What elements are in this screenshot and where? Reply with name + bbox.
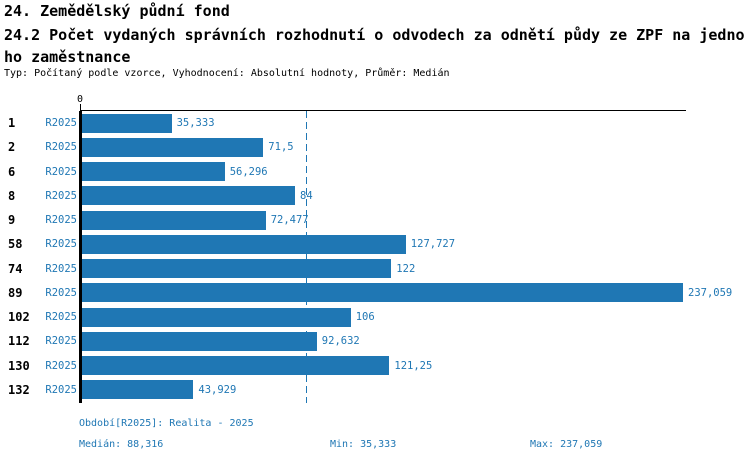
row-category-label: 102 (8, 310, 30, 325)
row-series-label: R2025 (45, 165, 77, 178)
bar-chart-rows: 1 R2025 35,333 2 R2025 71,5 6 R2025 56,296 8 R2025… (0, 111, 750, 403)
bar (82, 162, 225, 182)
stat-min: Min: 35,333 (330, 439, 397, 450)
x-axis-tick (80, 104, 81, 111)
bar-value-label: 71,5 (268, 141, 294, 154)
x-axis-zero-label: 0 (76, 94, 84, 105)
bar-value-label: 237,059 (688, 286, 733, 299)
bar-value-label: 122 (396, 262, 416, 275)
bar (82, 259, 392, 279)
row-series-label: R2025 (45, 262, 77, 275)
bar (82, 380, 194, 400)
row-series-label: R2025 (45, 359, 77, 372)
bar-value-label: 121,25 (394, 359, 433, 372)
bar (82, 210, 266, 230)
bar (82, 186, 295, 206)
row-series-label: R2025 (45, 335, 77, 348)
chart-row: 102 R2025 106 (0, 305, 750, 329)
chart-row: 130 R2025 121,25 (0, 354, 750, 378)
row-category-label: 89 (8, 285, 23, 300)
row-category-label: 2 (8, 140, 16, 155)
bar (82, 356, 390, 376)
chart-row: 6 R2025 56,296 (0, 160, 750, 184)
bar-value-label: 106 (355, 311, 375, 324)
bar (82, 137, 264, 157)
row-series-label: R2025 (45, 214, 77, 227)
chart-subtitle: 24.2 Počet vydaných správních rozhodnutí… (4, 26, 745, 66)
row-series-label: R2025 (45, 286, 77, 299)
page-title: 24. Zemědělský půdní fond (4, 2, 230, 20)
x-axis-line (80, 110, 686, 111)
chart-row: 1 R2025 35,333 (0, 111, 750, 135)
row-series-label: R2025 (45, 189, 77, 202)
period-legend: Období[R2025]: Realita - 2025 (79, 418, 254, 429)
chart-row: 9 R2025 72,477 (0, 208, 750, 232)
chart-row: 132 R2025 43,929 (0, 378, 750, 402)
bar (82, 331, 317, 351)
bar-value-label: 92,632 (321, 335, 360, 348)
row-category-label: 6 (8, 164, 16, 179)
bar-value-label: 35,333 (176, 117, 215, 130)
row-series-label: R2025 (45, 117, 77, 130)
row-category-label: 8 (8, 188, 16, 203)
bar (82, 283, 683, 303)
row-category-label: 9 (8, 213, 16, 228)
median-reference-line (306, 111, 307, 403)
stat-max: Max: 237,059 (530, 439, 603, 450)
chart-row: 112 R2025 92,632 (0, 329, 750, 353)
row-category-label: 112 (8, 334, 30, 349)
row-category-label: 132 (8, 382, 30, 397)
chart-row: 74 R2025 122 (0, 257, 750, 281)
chart-row: 2 R2025 71,5 (0, 135, 750, 159)
bar (82, 234, 406, 254)
row-series-label: R2025 (45, 141, 77, 154)
row-category-label: 130 (8, 358, 30, 373)
chart-row: 58 R2025 127,727 (0, 232, 750, 256)
row-category-label: 74 (8, 261, 23, 276)
bar-value-label: 43,929 (198, 383, 237, 396)
row-series-label: R2025 (45, 311, 77, 324)
stat-median: Medián: 88,316 (79, 439, 164, 450)
y-axis-line (79, 111, 82, 403)
chart-row: 89 R2025 237,059 (0, 281, 750, 305)
row-series-label: R2025 (45, 383, 77, 396)
bar (82, 113, 172, 133)
bar-value-label: 56,296 (229, 165, 268, 178)
bar-value-label: 72,477 (270, 214, 309, 227)
row-category-label: 58 (8, 237, 23, 252)
row-category-label: 1 (8, 116, 16, 131)
bar-value-label: 84 (300, 189, 313, 202)
bar (82, 307, 351, 327)
row-series-label: R2025 (45, 238, 77, 251)
chart-row: 8 R2025 84 (0, 184, 750, 208)
chart-meta-info: Typ: Počítaný podle vzorce, Vyhodnocení:… (4, 68, 450, 79)
bar-value-label: 127,727 (410, 238, 456, 251)
